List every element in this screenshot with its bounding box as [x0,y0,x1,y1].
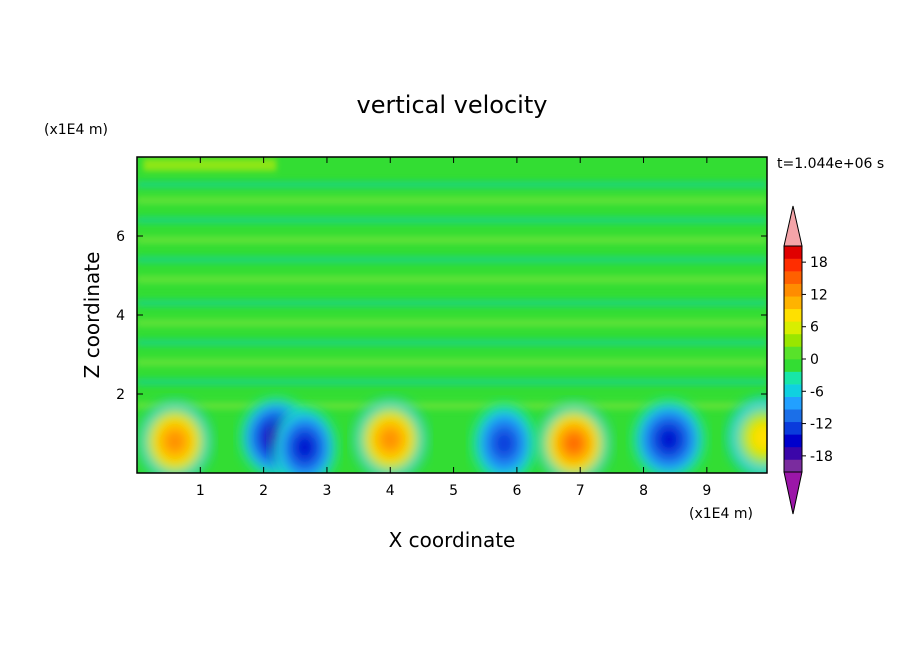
texture-band [137,378,767,387]
x-tick-label: 3 [322,483,331,499]
x-tick-label: 6 [512,483,521,499]
colorbar-tick-label: -12 [810,417,833,433]
y-tick-label: 6 [116,229,125,245]
y-tick-label: 4 [116,308,125,324]
colorbar-segment [784,308,802,322]
x-axis-label: X coordinate [389,528,516,552]
downdraft-cell [632,399,705,473]
colorbar-segment [784,346,802,360]
upper-layer-texture [137,158,767,410]
colorbar-tick-label: 0 [810,352,819,368]
texture-band [137,401,767,410]
colorbar-tick-label: 12 [810,287,828,303]
texture-band [137,255,767,264]
texture-band [137,338,767,347]
contour-field [137,158,767,473]
colorbar-segment [784,459,802,473]
x-tick-label: 9 [702,483,711,499]
texture-band [137,196,767,205]
updraft-cell [537,403,610,473]
colorbar-segment [784,446,802,460]
texture-band [137,275,767,284]
texture-band [137,216,767,225]
x-tick-label: 4 [386,483,395,499]
texture-band [137,299,767,308]
x-tick-label: 8 [639,483,648,499]
colorbar-tick-label: -6 [810,384,824,400]
x-tick-label: 5 [449,483,458,499]
colorbar-segment [784,396,802,410]
updraft-cell [139,401,211,473]
colorbar-segment [784,409,802,423]
y-tick-label: 2 [116,387,125,403]
texture-band [137,318,767,327]
updraft-cell [354,399,427,473]
x-tick-label: 1 [196,483,205,499]
colorbar-tick-label: 18 [810,255,828,271]
colorbar-segment [784,333,802,347]
x-tick-label: 7 [576,483,585,499]
colorbar-segment [784,434,802,448]
colorbar-tick-label: -18 [810,449,833,465]
chart-title: vertical velocity [357,91,548,119]
colorbar-segment [784,359,802,372]
time-label: t=1.044e+06 s [777,156,884,172]
colorbar-segment [784,371,802,385]
colorbar-segment [784,258,802,272]
colorbar-segment [784,384,802,397]
colorbar-segment [784,296,802,310]
x-ticks: 1 2 3 4 5 6 7 8 9 [196,157,711,499]
updraft-cell [727,397,767,473]
texture-band [143,158,277,171]
plot-area: 1 2 3 4 5 6 7 8 9 2 4 6 [116,156,768,499]
y-ticks: 2 4 6 [116,229,767,403]
texture-band [137,180,767,189]
colorbar-segment [784,421,802,435]
x-tick-label: 2 [259,483,268,499]
colorbar-extend-max [783,205,803,247]
downdraft-cell [472,403,537,473]
x-unit-label: (x1E4 m) [689,506,753,522]
colorbar-segment [784,271,802,284]
colorbar-segment [784,321,802,335]
downdraft-cell [272,407,337,473]
colorbar: 18 12 6 0 -6 -12 -18 [783,205,833,515]
colorbar-segment [784,283,802,297]
colorbar-segment [784,246,802,259]
texture-band [137,358,767,367]
colorbar-tick-label: 6 [810,320,819,336]
colorbar-extend-min [783,471,803,515]
texture-band [137,235,767,244]
y-unit-label: (x1E4 m) [44,122,108,138]
y-axis-label: Z coordinate [80,252,104,379]
